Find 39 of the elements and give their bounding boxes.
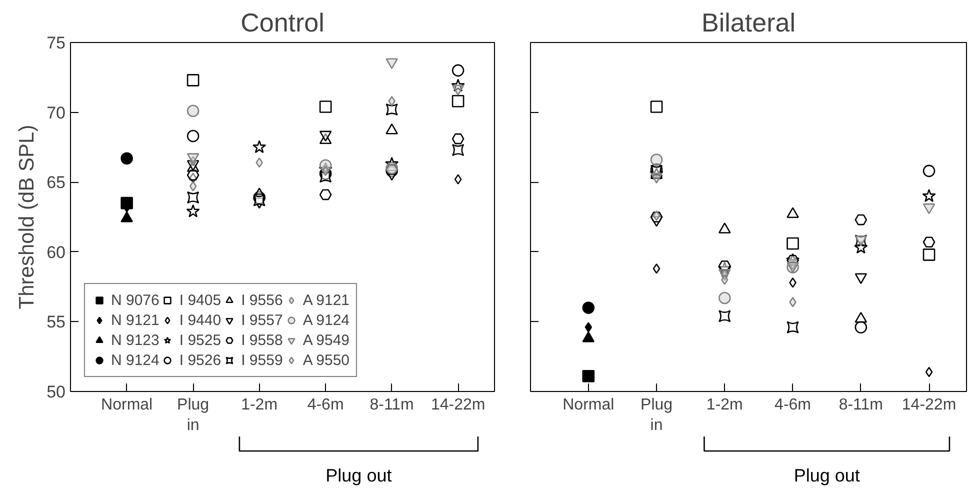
text: Plug out [326, 466, 392, 486]
chart-title: Bilateral [702, 8, 796, 38]
x-tick-label: 1-2m [706, 396, 743, 414]
x-tick-label: Plug in [640, 396, 673, 434]
legend-label: A 9549 [302, 332, 350, 348]
legend-label: I 9557 [241, 312, 283, 328]
legend-label: N 9123 [111, 332, 160, 348]
x-tick-label: 4-6m [774, 396, 812, 414]
y-tick-label: 50 [46, 382, 66, 402]
legend-label: I 9440 [179, 312, 222, 328]
y-tick-label: 55 [46, 312, 66, 332]
text: Plug out [794, 466, 860, 486]
legend-label: I 9559 [241, 352, 283, 368]
y-axis-title: Threshold (dB SPL) [16, 124, 39, 310]
x-tick-label: 4-6m [307, 396, 344, 414]
legend-label: A 9121 [302, 292, 350, 308]
legend-label: I 9526 [179, 352, 222, 368]
legend-label: A 9550 [302, 352, 350, 368]
x-tick-label: 1-2m [241, 396, 278, 414]
x-tick-label: 8-11m [370, 396, 414, 414]
x-tick-label: 14-22m [430, 396, 486, 414]
legend-label: I 9405 [179, 292, 222, 308]
y-tick-label: 65 [46, 173, 66, 192]
y-tick-label: 70 [46, 103, 66, 122]
legend-label: N 9076 [111, 292, 160, 308]
x-tick-label: 8-11m [838, 396, 883, 414]
legend-label: N 9124 [111, 352, 160, 368]
x-tick-label: Normal [101, 396, 153, 414]
legend-label: I 9525 [179, 332, 222, 348]
legend-label: I 9558 [241, 332, 283, 348]
y-tick-label: 60 [46, 242, 66, 262]
x-tick-label: Plug in [177, 396, 210, 434]
legend-label: N 9121 [111, 312, 160, 328]
legend-label: I 9556 [241, 292, 283, 308]
chart-title: Control [240, 8, 324, 38]
legend-label: A 9124 [302, 312, 350, 328]
y-tick-label: 75 [46, 34, 66, 52]
x-tick-label: 14-22m [902, 396, 956, 414]
x-tick-label: Normal [562, 396, 614, 414]
